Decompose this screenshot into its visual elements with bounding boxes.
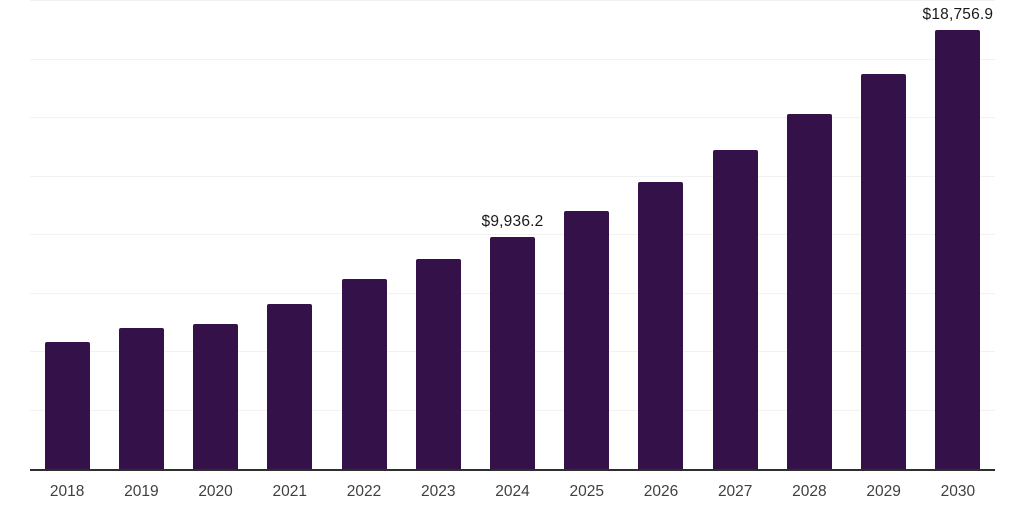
gridline (30, 117, 995, 118)
gridline (30, 234, 995, 235)
x-tick-2030: 2030 (940, 483, 976, 500)
x-tick-2027: 2027 (717, 483, 753, 500)
x-tick-2018: 2018 (49, 483, 85, 500)
bar-2020 (193, 324, 239, 469)
x-tick-2023: 2023 (421, 483, 456, 500)
bar-2028 (786, 114, 832, 469)
gridline (30, 58, 995, 60)
x-tick-2025: 2025 (569, 483, 604, 500)
x-tick-2019: 2019 (124, 483, 159, 500)
bar-2021 (267, 303, 313, 469)
gridline (30, 175, 995, 177)
bar-2023 (415, 258, 461, 469)
x-tick-2026: 2026 (643, 483, 679, 500)
bar-2024 (490, 236, 535, 469)
bar-2022 (341, 279, 387, 469)
bar-2030 (935, 30, 981, 469)
bar-2027 (712, 150, 758, 469)
bar-2029 (861, 74, 907, 469)
x-tick-2029: 2029 (866, 483, 901, 500)
bar-2025 (564, 211, 610, 469)
x-tick-2024: 2024 (495, 483, 530, 500)
bar-2018 (44, 342, 90, 469)
plot-area: $9,936.2 $18,756.9 (30, 0, 995, 471)
x-tick-2021: 2021 (272, 483, 308, 500)
gridline (30, 0, 995, 1)
data-label-2024: $9,936.2 (481, 212, 544, 230)
bar-2026 (638, 182, 684, 469)
x-tick-2028: 2028 (792, 483, 827, 500)
x-tick-2020: 2020 (198, 483, 233, 500)
data-label-2030: $18,756.9 (922, 6, 994, 24)
bar-2019 (118, 327, 164, 469)
x-tick-2022: 2022 (346, 483, 382, 500)
